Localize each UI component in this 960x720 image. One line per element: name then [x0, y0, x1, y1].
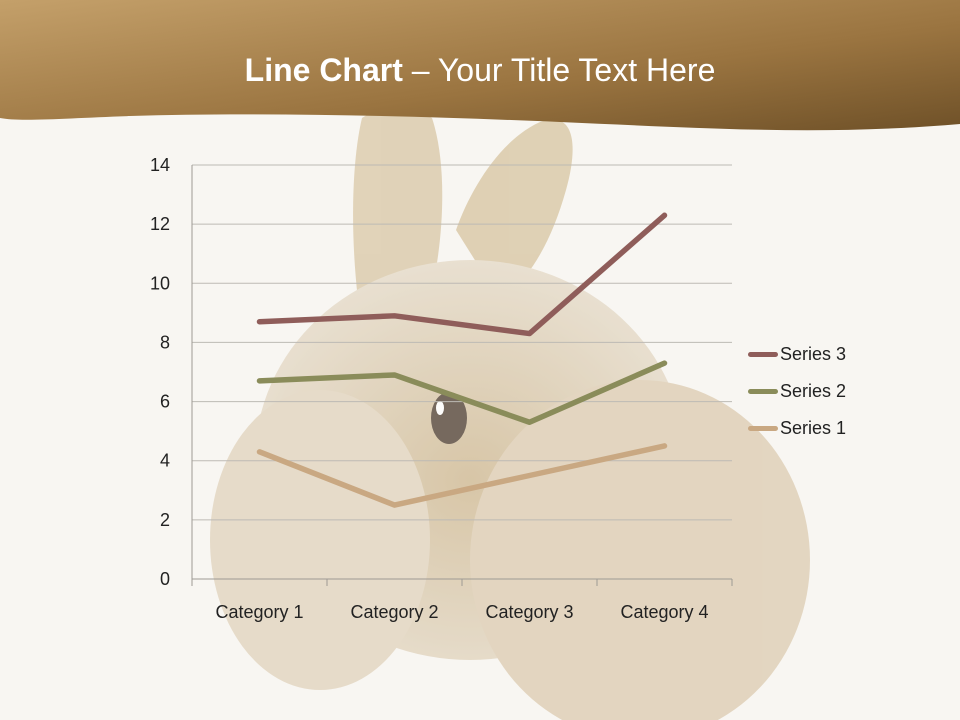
series-line-3: [256, 212, 668, 337]
y-tick-label: 0: [160, 569, 170, 589]
x-tick-label: Category 1: [215, 602, 303, 622]
title-bold: Line Chart: [244, 52, 403, 88]
y-tick-label: 10: [150, 273, 170, 293]
y-tick-label: 14: [150, 155, 170, 175]
legend-swatch: [748, 389, 778, 394]
slide-title: Line Chart – Your Title Text Here: [0, 52, 960, 89]
legend-item: Series 3: [748, 336, 846, 373]
title-banner: [0, 0, 960, 131]
y-tick-label: 6: [160, 392, 170, 412]
legend-item: Series 1: [748, 410, 846, 447]
legend-item: Series 2: [748, 373, 846, 410]
legend-label: Series 1: [780, 418, 847, 438]
y-tick-label: 2: [160, 510, 170, 530]
legend: Series 3 Series 2 Series 1: [748, 336, 846, 447]
legend-swatch: [748, 426, 778, 431]
x-tick-label: Category 3: [485, 602, 573, 622]
legend-swatch: [748, 352, 778, 357]
x-tick-label: Category 4: [620, 602, 708, 622]
y-tick-label: 8: [160, 332, 170, 352]
x-tick-label: Category 2: [350, 602, 438, 622]
title-rest: – Your Title Text Here: [402, 52, 716, 88]
legend-label: Series 3: [780, 344, 847, 364]
y-tick-label: 12: [150, 214, 170, 234]
y-tick-label: 4: [160, 451, 170, 471]
series-line-1: [256, 443, 668, 508]
legend-label: Series 2: [780, 381, 847, 401]
series-line-2: [256, 360, 668, 426]
